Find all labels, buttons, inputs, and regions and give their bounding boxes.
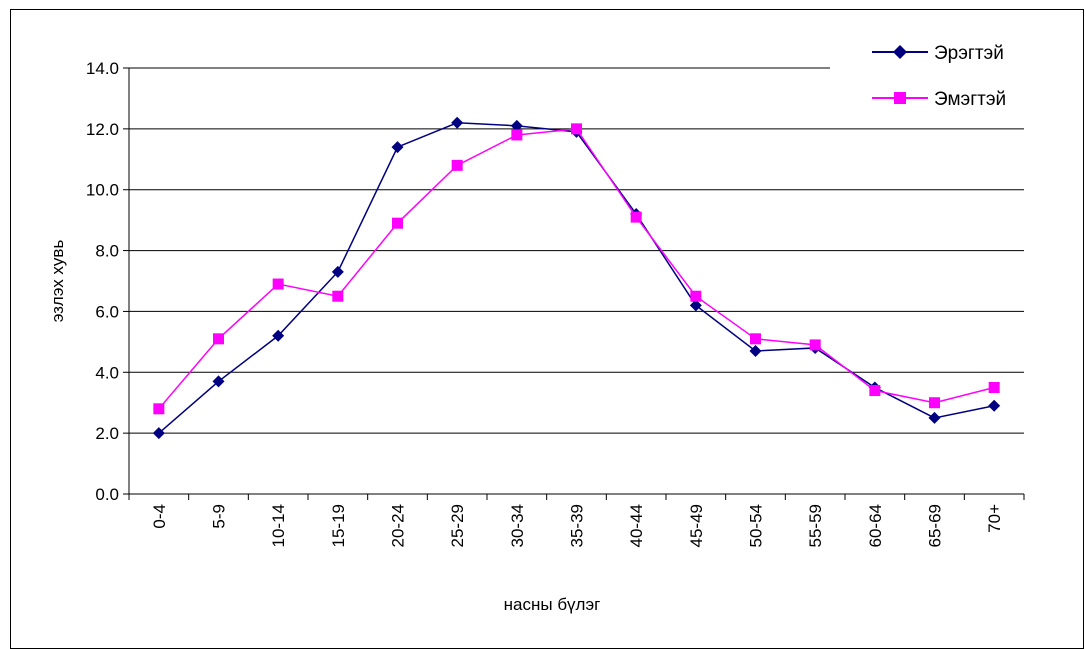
data-point — [988, 382, 1000, 393]
x-axis-title: насны бүлэг — [504, 595, 601, 614]
data-point — [213, 333, 224, 345]
data-point — [689, 299, 702, 312]
y-axis-title: эзлэх хувь — [48, 240, 67, 323]
data-point — [869, 385, 881, 397]
x-tick-label: 20-24 — [389, 504, 408, 547]
x-tick-label: 5-9 — [210, 504, 229, 529]
x-tick-label: 0-4 — [150, 504, 169, 529]
data-point — [212, 375, 225, 388]
data-point — [391, 141, 404, 154]
data-point — [630, 211, 642, 223]
data-point — [510, 119, 523, 132]
x-tick-label: 25-29 — [448, 504, 467, 547]
data-point — [153, 403, 165, 415]
line-chart: 0.0 2.0 4.0 6.0 8.0 10.0 12.0 14.0 0-4 5-9 10-14 1… — [48, 27, 1036, 614]
series-lines — [152, 116, 1001, 440]
data-point — [272, 278, 284, 290]
y-tick-labels: 0.0 2.0 4.0 6.0 8.0 10.0 12.0 14.0 — [86, 59, 119, 504]
legend-label-male: Эрэгтэй — [934, 43, 1004, 64]
legend-marker-female — [894, 92, 906, 104]
x-tick-label: 65-69 — [926, 504, 945, 547]
legend-label-female: Эмэгтэй — [934, 89, 1006, 110]
legend-marker-male — [893, 45, 907, 59]
x-tick-label: 15-19 — [329, 504, 348, 547]
y-tick-label: 0.0 — [95, 485, 119, 504]
gridlines — [129, 67, 1024, 434]
data-point — [690, 290, 702, 302]
x-tick-label: 50-54 — [747, 504, 766, 547]
data-point — [332, 290, 344, 302]
series-line — [158, 128, 995, 410]
y-tick-label: 14.0 — [86, 59, 119, 78]
x-tick-label: 55-59 — [806, 504, 825, 547]
data-point — [928, 411, 941, 424]
x-tick-label: 10-14 — [269, 504, 288, 547]
data-point — [809, 339, 821, 351]
x-tick-label: 30-34 — [508, 504, 527, 547]
y-tick-label: 2.0 — [95, 424, 119, 443]
data-point — [451, 159, 463, 171]
y-tick-label: 12.0 — [86, 120, 119, 139]
series-1 — [153, 123, 1000, 415]
data-point — [331, 265, 344, 278]
y-tick-label: 8.0 — [95, 242, 119, 261]
y-tick-label: 10.0 — [86, 181, 119, 200]
data-point — [152, 427, 165, 440]
axes — [123, 67, 1025, 500]
x-tick-label: 40-44 — [627, 504, 646, 547]
data-point — [511, 129, 523, 141]
data-point — [272, 329, 285, 342]
y-tick-label: 4.0 — [95, 363, 119, 382]
data-point — [451, 116, 464, 129]
x-tick-label: 70+ — [985, 504, 1004, 533]
x-tick-labels: 0-4 5-9 10-14 15-19 20-24 25-29 30-34 35-39 40-4… — [150, 504, 1004, 548]
legend-box — [830, 27, 1036, 125]
data-point — [929, 397, 940, 409]
data-point — [571, 123, 582, 135]
data-point — [392, 217, 403, 229]
x-tick-label: 60-64 — [866, 504, 885, 547]
data-point — [750, 333, 761, 345]
data-point — [988, 399, 1001, 412]
legend: Эрэгтэй Эмэгтэй — [830, 27, 1036, 125]
x-tick-label: 35-39 — [568, 504, 587, 547]
x-tick-label: 45-49 — [687, 504, 706, 547]
data-point — [749, 344, 762, 357]
y-tick-label: 6.0 — [95, 302, 119, 321]
